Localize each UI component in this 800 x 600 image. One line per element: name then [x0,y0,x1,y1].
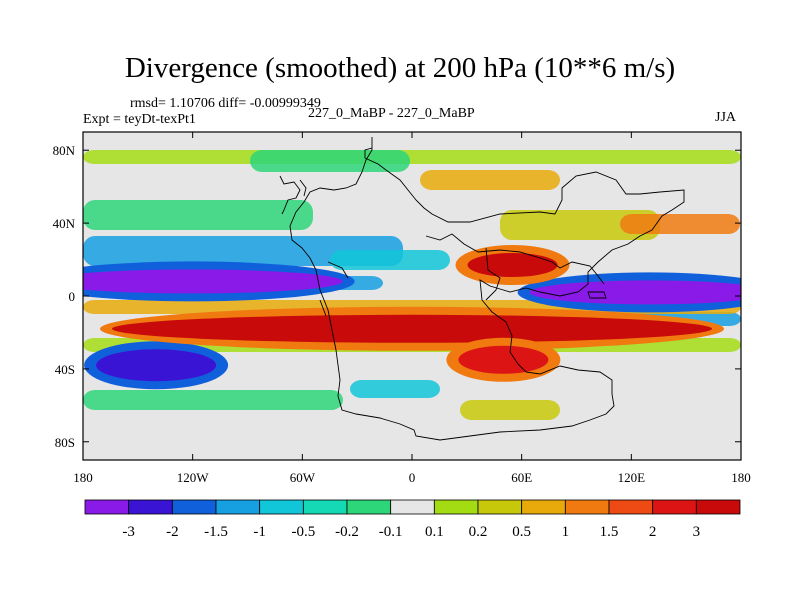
y-tick-label: 0 [69,289,76,304]
contour-band [460,400,560,420]
season-label: JJA [715,110,737,125]
contour-band [83,236,403,266]
colorbar-label: -3 [122,524,135,540]
colorbar-label: -2 [166,524,179,540]
southern-african-divergence [458,345,549,374]
colorbar-swatch [390,499,435,515]
colorbar-label: 2 [649,524,657,540]
contour-band [83,150,741,164]
x-tick-label: 60W [290,470,316,485]
colorbar: -3 -2 -1.5 -1 -0.5 -0.2 -0.1 0.1 0.2 0.5 1 1.5 2 3 [84,499,741,540]
colorbar-swatch [302,499,348,515]
colorbar-swatch [171,499,217,515]
southern-convergence-band [96,349,217,382]
experiment-label: Expt = teyDt-texPt1 [83,112,196,127]
x-tick-label: 180 [731,470,751,485]
colorbar-swatch [652,499,697,515]
contour-band [500,210,660,240]
x-tick-label: 60E [511,470,532,485]
colorbar-swatch [259,499,304,515]
equatorial-convergence-west [83,269,343,294]
colorbar-swatch [695,499,741,515]
x-tick-label: 120W [177,470,210,485]
coastline-outline [279,137,685,441]
colorbar-label: -0.2 [335,524,359,540]
x-axis: 180 120W 60W 0 60E 120E 180 [73,132,751,485]
y-axis: 80N 40N 0 40S 80S [53,143,741,450]
colorbar-label: -1.5 [204,524,228,540]
y-tick-label: 80N [53,143,76,158]
colorbar-label: 1.5 [600,524,619,540]
colorbar-swatch [521,499,566,515]
colorbar-swatch [564,499,610,515]
colorbar-swatch [608,499,654,515]
colorbar-label: 0.1 [425,524,444,540]
x-tick-label: 120E [618,470,646,485]
chart-title: Divergence (smoothed) at 200 hPa (10**6 … [124,52,676,84]
colorbar-swatch [346,499,392,515]
x-tick-label: 0 [409,470,416,485]
contour-band [350,380,440,398]
stats-line: rmsd= 1.10706 diff= -0.00999349 [130,96,321,111]
colorbar-swatch [433,499,479,515]
colorbar-swatch [215,499,261,515]
y-tick-label: 40N [53,216,76,231]
y-tick-label: 80S [55,435,75,450]
colorbar-swatch [84,499,130,515]
colorbar-label: 0.2 [469,524,488,540]
colorbar-label: -0.5 [291,524,315,540]
x-tick-label: 180 [73,470,93,485]
contour-band [420,170,560,190]
colorbar-label: 1 [562,524,570,540]
equatorial-convergence-east [529,280,741,305]
contour-band [330,250,450,270]
contour-band [83,390,343,410]
y-tick-label: 40S [55,362,75,377]
colorbar-label: -1 [253,524,266,540]
colorbar-swatch [128,499,173,515]
colorbar-label: -0.1 [379,524,403,540]
tropical-divergence-band [112,314,712,343]
colorbar-label: 3 [693,524,701,540]
comparison-label: 227_0_MaBP - 227_0_MaBP [308,106,475,121]
asian-monsoon-divergence [467,253,558,278]
colorbar-swatch [477,499,523,515]
colorbar-label: 0.5 [512,524,531,540]
contour-band [83,200,313,230]
divergence-field [83,132,741,460]
contour-band [620,214,740,234]
contour-band [250,150,410,172]
